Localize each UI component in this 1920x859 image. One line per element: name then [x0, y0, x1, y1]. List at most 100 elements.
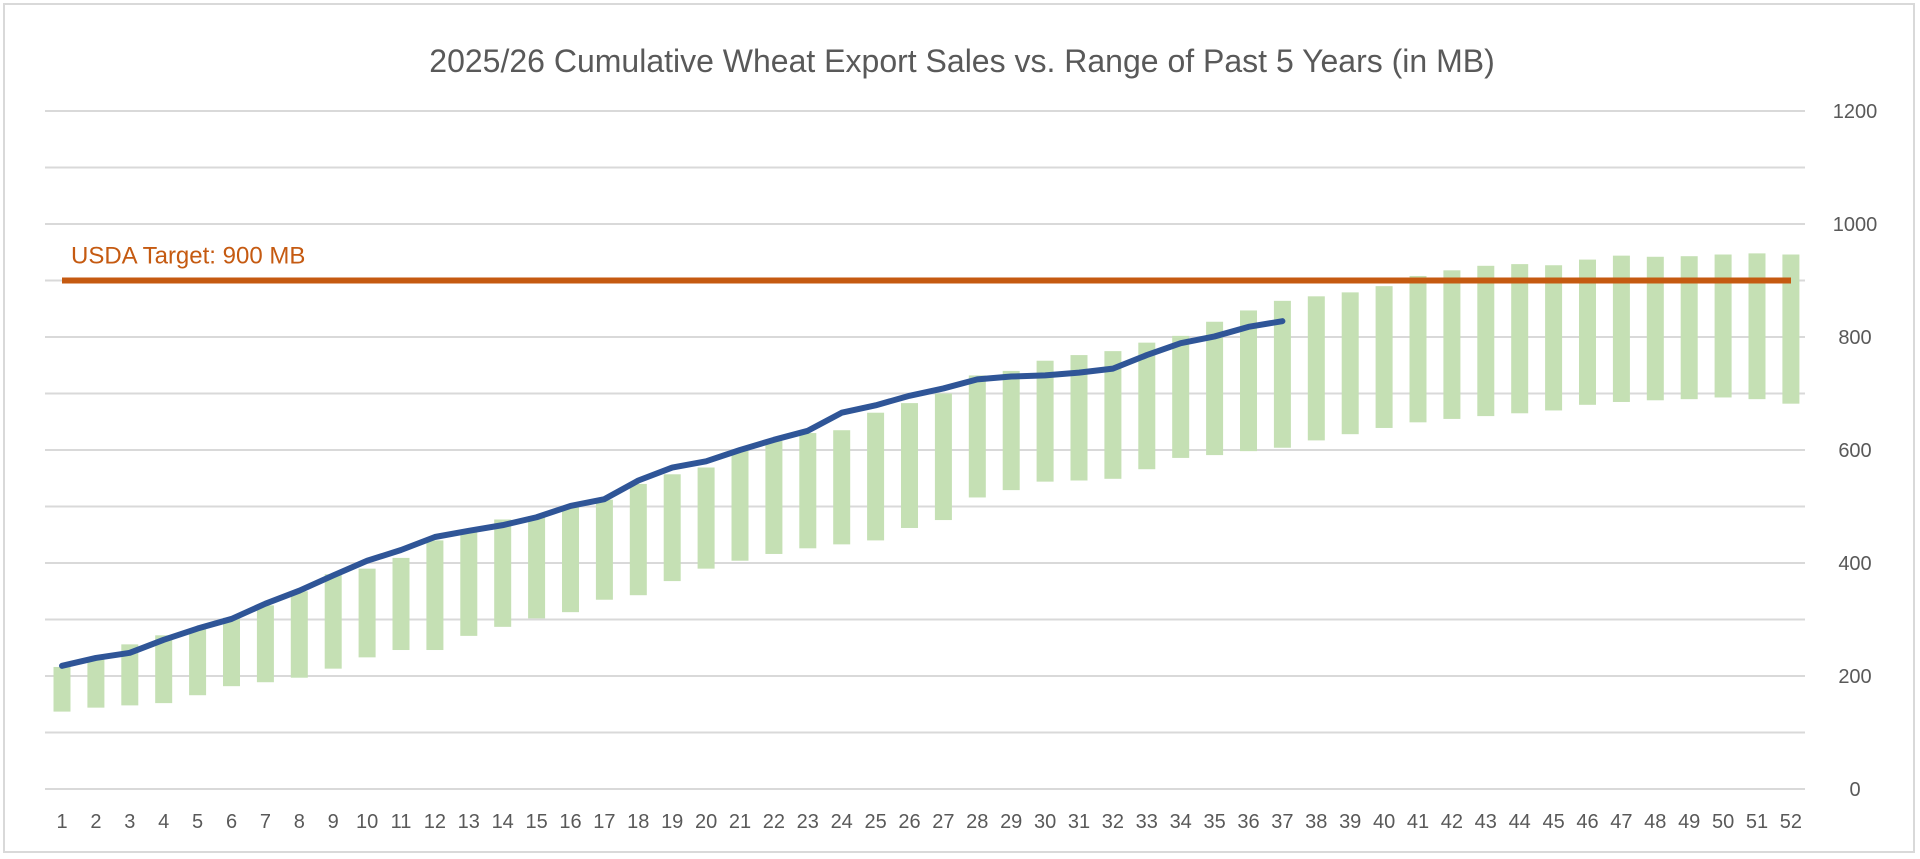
range-bar: [1680, 256, 1698, 400]
range-bar: [1206, 321, 1224, 456]
y-tick-label: 600: [1838, 440, 1871, 462]
current-year-point: [1214, 335, 1216, 337]
current-year-point: [603, 498, 605, 500]
x-tick-label: 35: [1203, 811, 1225, 833]
range-bar: [358, 568, 376, 658]
range-bar: [1104, 351, 1122, 479]
x-tick-label: 22: [763, 811, 785, 833]
current-year-point: [1078, 372, 1080, 374]
x-tick-label: 46: [1576, 811, 1598, 833]
x-axis-tick-labels: 1 2 3 4 5 6 7 8 9 10 11 12 13 14 15 16 17 18 19 20 21 22 23 24 2…: [56, 811, 1802, 833]
current-year-point: [332, 574, 334, 576]
range-bar: [1782, 254, 1800, 404]
x-tick-label: 40: [1373, 811, 1395, 833]
range-bar: [1646, 256, 1664, 401]
x-tick-label: 8: [294, 811, 305, 833]
x-tick-label: 32: [1102, 811, 1124, 833]
range-bar: [1409, 275, 1427, 423]
current-year-point: [95, 657, 97, 659]
chart-title: 2025/26 Cumulative Wheat Export Sales vs…: [429, 43, 1494, 79]
current-year-point: [739, 449, 741, 451]
current-year-point: [264, 603, 266, 605]
range-bar: [1511, 264, 1529, 414]
range-bar: [562, 505, 579, 613]
current-year-point: [366, 560, 368, 562]
y-tick-label: 1000: [1833, 214, 1878, 236]
range-bar: [731, 450, 749, 561]
range-bar: [1375, 286, 1393, 428]
range-bar: [867, 412, 885, 541]
range-bar: [1070, 355, 1088, 481]
chart-frame: 2025/26 Cumulative Wheat Export Sales vs…: [3, 3, 1915, 853]
y-tick-label: 800: [1838, 327, 1871, 349]
current-year-point: [909, 395, 910, 397]
current-year-point: [875, 404, 877, 406]
x-tick-label: 41: [1407, 811, 1429, 833]
x-tick-label: 18: [627, 811, 649, 833]
current-year-point: [434, 536, 436, 538]
range-bar: [1036, 360, 1054, 482]
range-bar: [256, 605, 274, 683]
range-bar: [87, 659, 105, 708]
range-bar: [494, 519, 512, 627]
x-tick-label: 17: [593, 811, 615, 833]
range-bar: [290, 591, 308, 678]
x-tick-label: 14: [492, 811, 514, 833]
current-year-point: [773, 439, 775, 441]
chart-svg: 2025/26 Cumulative Wheat Export Sales vs…: [45, 43, 1878, 833]
range-bar: [1579, 259, 1596, 405]
x-tick-label: 3: [124, 811, 135, 833]
range-bars: [53, 253, 1800, 712]
range-bar: [1477, 265, 1495, 417]
x-tick-label: 33: [1136, 811, 1158, 833]
gridlines: [45, 110, 1805, 790]
x-tick-label: 23: [797, 811, 819, 833]
x-tick-label: 20: [695, 811, 717, 833]
x-tick-label: 29: [1000, 811, 1022, 833]
current-year-point: [468, 530, 470, 532]
x-tick-label: 28: [966, 811, 988, 833]
range-bar: [934, 393, 952, 521]
range-bar: [392, 557, 410, 651]
range-bar: [1138, 342, 1156, 470]
current-year-point: [231, 618, 232, 620]
current-year-point: [1248, 326, 1249, 328]
x-tick-label: 42: [1441, 811, 1463, 833]
x-tick-label: 10: [356, 811, 378, 833]
range-bar: [1341, 292, 1359, 435]
range-bar: [189, 629, 207, 696]
current-year-point: [1010, 376, 1012, 378]
x-tick-label: 4: [158, 811, 169, 833]
range-bar: [1612, 255, 1630, 402]
x-tick-label: 5: [192, 811, 203, 833]
range-bar: [528, 516, 546, 619]
current-year-point: [841, 412, 843, 414]
range-bar: [1443, 270, 1461, 419]
x-tick-label: 15: [525, 811, 547, 833]
current-year-point: [1146, 354, 1148, 356]
x-tick-label: 51: [1746, 811, 1768, 833]
usda-target: USDA Target: 900 MB: [62, 243, 1791, 284]
range-bar: [426, 540, 444, 651]
range-bar: [1002, 370, 1020, 491]
x-tick-label: 13: [458, 811, 480, 833]
range-bar: [155, 635, 173, 704]
current-year-point: [1180, 342, 1182, 344]
x-tick-label: 21: [729, 811, 751, 833]
range-bar: [901, 403, 918, 528]
range-bar: [663, 474, 681, 582]
current-year-point: [1044, 374, 1046, 376]
current-year-point: [61, 665, 63, 667]
range-bar: [697, 467, 715, 569]
x-tick-label: 48: [1644, 811, 1666, 833]
range-bar: [799, 433, 817, 549]
x-tick-label: 44: [1509, 811, 1531, 833]
current-year-series: [59, 318, 1286, 669]
range-bar: [1240, 310, 1257, 452]
current-year-point: [536, 516, 538, 518]
current-year-point: [502, 524, 504, 526]
current-year-point: [163, 639, 165, 641]
current-year-point: [1281, 320, 1283, 322]
y-axis-tick-labels: 0 200 400 600 800 1000 1200: [1833, 101, 1878, 801]
x-tick-label: 25: [864, 811, 886, 833]
